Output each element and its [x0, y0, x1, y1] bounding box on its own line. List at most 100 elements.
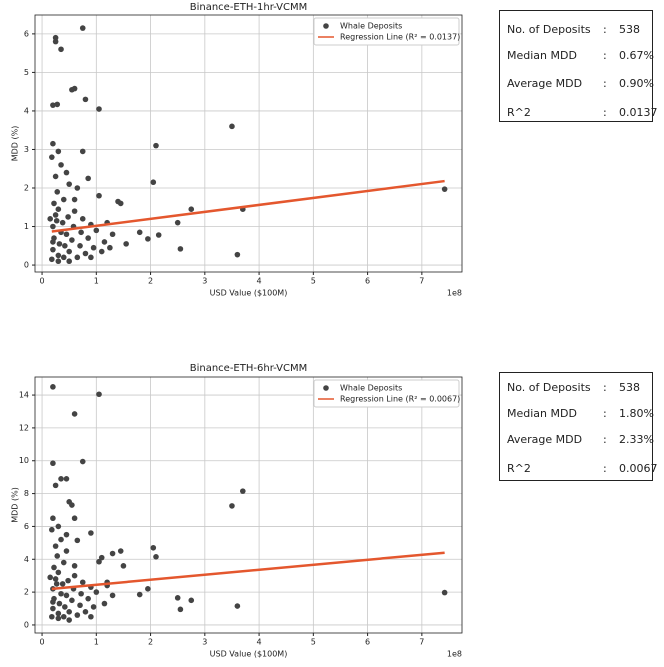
data-point	[77, 242, 83, 249]
data-point	[58, 162, 64, 168]
data-point	[58, 476, 64, 482]
data-point	[120, 563, 127, 569]
data-point	[88, 254, 94, 261]
x-axis-label: USD Value ($100M)	[210, 289, 288, 298]
data-point	[50, 239, 56, 245]
data-point	[136, 591, 143, 598]
data-point	[59, 581, 66, 587]
data-point	[63, 531, 70, 538]
y-tick-label: 0	[24, 620, 29, 629]
data-point	[47, 216, 53, 222]
data-point	[51, 564, 57, 571]
legend-box	[313, 379, 460, 408]
stat-sep: :	[603, 23, 607, 36]
data-point	[50, 515, 56, 522]
x-axis-label: USD Value ($100M)	[210, 650, 288, 659]
data-point	[90, 244, 97, 251]
y-tick-label: 1	[24, 222, 29, 231]
data-point	[234, 251, 241, 258]
data-point	[55, 206, 62, 212]
data-point	[71, 515, 78, 522]
data-point	[96, 192, 102, 199]
stat-sep: :	[603, 381, 607, 394]
plot-area	[47, 384, 448, 623]
data-point	[98, 248, 105, 255]
stat-sep: :	[603, 106, 607, 119]
y-tick-label: 6	[24, 29, 29, 38]
data-point	[96, 558, 102, 565]
stat-label: R^2	[507, 106, 531, 119]
data-point	[50, 605, 56, 612]
data-point	[58, 46, 64, 53]
data-point	[117, 200, 124, 207]
stat-label: Median MDD	[507, 407, 577, 420]
data-point	[50, 246, 56, 253]
stat-value: 538	[619, 23, 640, 36]
data-point	[60, 196, 67, 203]
stat-sep: :	[603, 462, 607, 475]
x-tick-label: 5	[311, 638, 316, 647]
data-point	[71, 572, 78, 579]
y-tick-label: 10	[19, 456, 29, 465]
y-tick-label: 2	[24, 588, 29, 597]
data-point	[66, 181, 72, 187]
y-axis-label: MDD (%)	[11, 487, 20, 523]
data-point	[69, 597, 75, 604]
plot-frame	[34, 376, 463, 634]
plot-area	[47, 25, 448, 265]
data-point	[56, 241, 63, 247]
data-point	[69, 237, 75, 243]
y-tick-label: 4	[24, 555, 29, 564]
x-tick-label: 1	[94, 277, 99, 286]
data-point	[63, 476, 70, 482]
y-tick-label: 0	[24, 261, 29, 270]
data-point	[71, 411, 78, 417]
regression-line	[51, 551, 445, 591]
data-point	[53, 217, 60, 224]
data-point	[52, 576, 59, 582]
data-point	[82, 250, 89, 257]
data-point	[49, 256, 55, 263]
y-tick-label: 6	[24, 522, 29, 531]
data-point	[150, 179, 157, 186]
data-point	[60, 254, 67, 261]
data-point	[96, 391, 102, 398]
data-point	[101, 600, 108, 607]
x-tick-label: 6	[365, 638, 370, 647]
data-point	[117, 548, 124, 554]
data-point	[54, 189, 61, 195]
regression-line	[51, 179, 445, 233]
data-point	[234, 603, 241, 609]
y-tick-label: 3	[24, 145, 29, 154]
y-tick-label: 8	[24, 489, 29, 498]
stat-value: 0.0137	[619, 106, 658, 119]
data-point	[78, 590, 84, 597]
data-point	[145, 236, 151, 242]
data-point	[62, 242, 68, 249]
data-point	[52, 34, 59, 41]
legend-label: Whale Deposits	[340, 384, 402, 393]
data-point	[177, 606, 184, 613]
data-point	[71, 196, 78, 203]
chart-title: Binance-ETH-1hr-VCMM	[190, 2, 308, 13]
stat-box: No. of Deposits:538 Median MDD:1.80% Avera…	[499, 372, 658, 481]
stat-value: 0.0067	[619, 462, 658, 475]
data-point	[136, 229, 143, 236]
data-point	[79, 216, 86, 222]
data-point	[49, 154, 55, 160]
x-tick-label: 7	[419, 277, 424, 286]
data-point	[55, 615, 62, 622]
legend-box	[313, 17, 460, 46]
data-point	[93, 589, 100, 595]
y-tick-label: 5	[24, 68, 29, 77]
data-point	[82, 96, 89, 103]
data-point	[150, 544, 157, 551]
data-point	[188, 597, 195, 604]
x-tick-label: 4	[257, 277, 262, 286]
data-point	[55, 610, 62, 617]
data-point	[98, 554, 105, 561]
data-point	[74, 612, 81, 618]
data-point	[240, 488, 246, 494]
x-tick-label: 7	[419, 638, 424, 647]
